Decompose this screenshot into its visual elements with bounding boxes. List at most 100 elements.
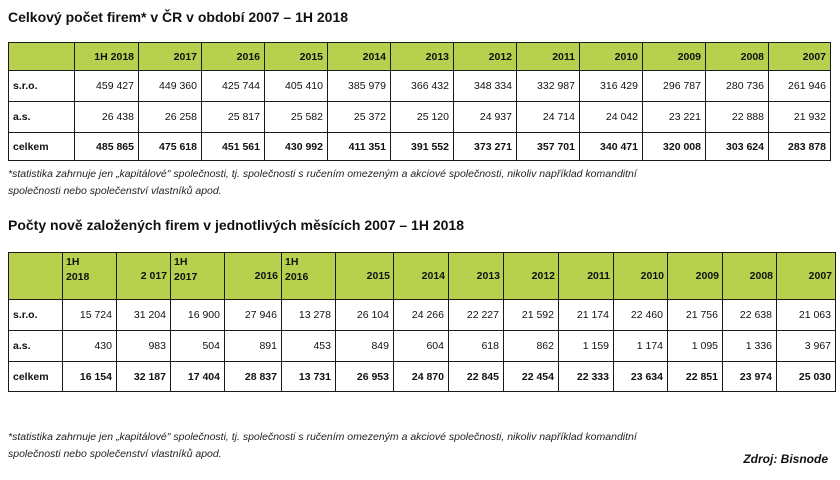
header-line: 2016 [285,271,309,283]
table-cell: 23 974 [722,361,777,392]
column-header: 2010 [613,252,668,300]
table-cell: 425 744 [201,70,265,102]
table-cell: 280 736 [705,70,769,102]
header-line: 2009 [695,270,719,282]
table-row: a.s. 26 438 26 258 25 817 25 582 25 372 25 120… [8,101,831,133]
footnote-line: společnosti nebo společenství vlastníků … [8,185,222,197]
column-header: 1H 2017 [170,252,225,300]
table-cell: 283 878 [768,132,831,161]
table1-title: Celkový počet firem* v ČR v období 2007 … [8,9,349,25]
column-header: 2009 [667,252,723,300]
table-cell: 373 271 [453,132,517,161]
table2-title: Počty nově založených firem v jednotlivý… [8,217,464,233]
column-header: 2012 [453,42,517,71]
table-cell: 340 471 [579,132,643,161]
header-row: 1H 2018 2017 2016 2015 2014 2013 2012 2011 2010 2… [8,42,831,71]
table-cell: 504 [170,330,225,362]
table-cell: 24 870 [393,361,449,392]
table-cell: 459 427 [74,70,139,102]
header-line: 2016 [254,270,278,282]
footnote-line: *statistika zahrnuje jen „kapitálové" sp… [8,168,637,180]
table-cell: 32 187 [116,361,171,392]
table-cell: 24 937 [453,101,517,133]
table-cell: 261 946 [768,70,831,102]
table-cell: 22 227 [448,299,504,331]
table-cell: 485 865 [74,132,139,161]
column-header: 2008 [705,42,769,71]
table-cell: 451 561 [201,132,265,161]
table-cell: 22 888 [705,101,769,133]
table-cell: 366 432 [390,70,454,102]
table-cell: 618 [448,330,504,362]
table-cell: 296 787 [642,70,706,102]
column-header: 2007 [768,42,831,71]
table-cell: 13 731 [281,361,336,392]
table1-footnote: *statistika zahrnuje jen „kapitálové" sp… [8,166,768,200]
table-cell: 891 [224,330,282,362]
table-cell: 604 [393,330,449,362]
table-row: s.r.o. 459 427 449 360 425 744 405 410 385 97… [8,70,831,102]
column-header: 2009 [642,42,706,71]
new-firms-table: 1H 2018 2 017 1H 2017 2016 1H 2016 2015 2014 2013 2… [8,252,836,392]
source-credit: Zdroj: Bisnode [743,452,828,466]
column-header: 2011 [516,42,580,71]
header-line: 2 017 [140,270,167,282]
header-line: 2007 [808,270,832,282]
header-corner-cell [8,252,63,300]
header-line: 2018 [66,271,90,283]
column-header: 2015 [264,42,328,71]
table2-footnote: *statistika zahrnuje jen „kapitálové" sp… [8,429,768,463]
row-label: celkem [8,132,75,161]
table-cell: 430 992 [264,132,328,161]
table-cell: 26 258 [138,101,202,133]
column-header: 2010 [579,42,643,71]
table-cell: 15 724 [62,299,117,331]
header-corner-cell [8,42,75,71]
table-cell: 357 701 [516,132,580,161]
table-cell: 430 [62,330,117,362]
table-row: celkem 16 154 32 187 17 404 28 837 13 731 26 9… [8,361,836,392]
table-cell: 26 104 [335,299,394,331]
table-cell: 31 204 [116,299,171,331]
column-header: 2012 [503,252,559,300]
table-cell: 405 410 [264,70,328,102]
table-cell: 21 174 [558,299,614,331]
column-header: 2008 [722,252,777,300]
table-cell: 391 552 [390,132,454,161]
table-row: a.s. 430 983 504 891 453 849 604 618 862 1 159 1 17… [8,330,836,362]
table-cell: 21 063 [776,299,836,331]
table-row: celkem 485 865 475 618 451 561 430 992 411 35… [8,132,831,161]
table-cell: 24 266 [393,299,449,331]
column-header: 2013 [390,42,454,71]
table-cell: 332 987 [516,70,580,102]
header-line: 2014 [421,270,445,282]
header-line: 2013 [476,270,500,282]
column-header: 2014 [327,42,391,71]
table-cell: 25 582 [264,101,328,133]
table-cell: 849 [335,330,394,362]
column-header: 2013 [448,252,504,300]
table-cell: 22 851 [667,361,723,392]
footnote-line: společnosti nebo společenství vlastníků … [8,448,222,460]
table-cell: 385 979 [327,70,391,102]
column-header: 1H 2018 [62,252,117,300]
table-cell: 24 714 [516,101,580,133]
table-cell: 303 624 [705,132,769,161]
table-cell: 23 634 [613,361,668,392]
table-cell: 16 900 [170,299,225,331]
header-row: 1H 2018 2 017 1H 2017 2016 1H 2016 2015 2014 2013 2… [8,252,836,300]
row-label: s.r.o. [8,70,75,102]
column-header: 2014 [393,252,449,300]
table-cell: 26 953 [335,361,394,392]
table-cell: 25 372 [327,101,391,133]
row-label: s.r.o. [8,299,63,331]
table-cell: 16 154 [62,361,117,392]
column-header: 2007 [776,252,836,300]
table-cell: 25 030 [776,361,836,392]
row-label: celkem [8,361,63,392]
table-cell: 21 592 [503,299,559,331]
table-row: s.r.o. 15 724 31 204 16 900 27 946 13 278 26 1… [8,299,836,331]
table-cell: 22 333 [558,361,614,392]
header-line: 1H [285,256,299,268]
column-header: 2 017 [116,252,171,300]
